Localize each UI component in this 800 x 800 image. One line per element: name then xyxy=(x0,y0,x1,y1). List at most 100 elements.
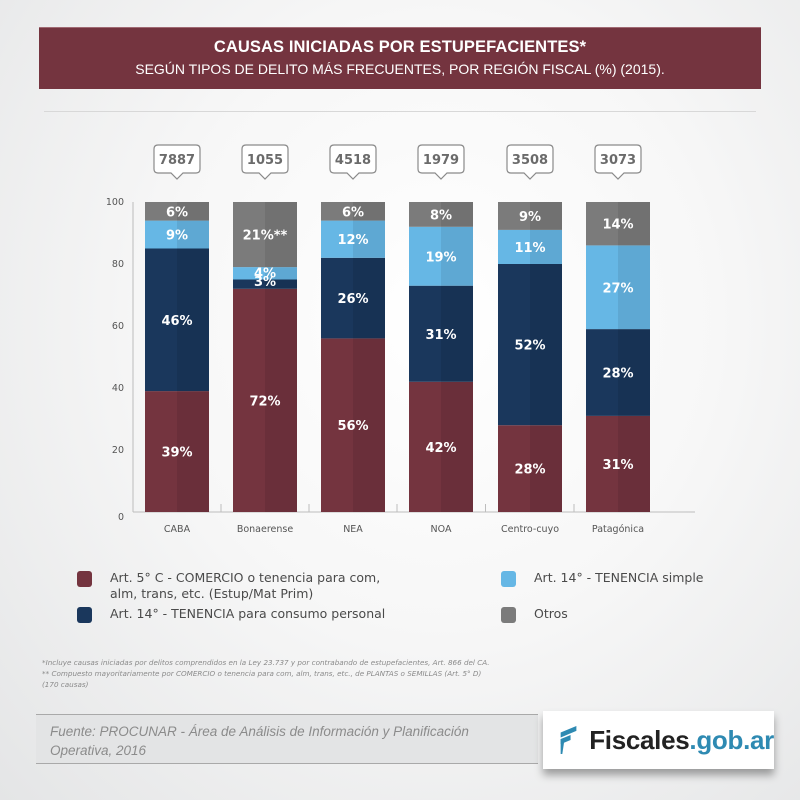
data-label-comercio: 42% xyxy=(425,441,456,456)
data-label-comercio: 72% xyxy=(249,394,280,409)
bar-segment-comercio xyxy=(409,381,473,512)
source-box: Fuente: PROCUNAR - Área de Análisis de I… xyxy=(36,714,538,764)
bar-segment-shade xyxy=(353,202,385,221)
bar-segment-comercio xyxy=(498,425,562,512)
legend-item-simple: Art. 14° - TENENCIA simple xyxy=(501,570,703,587)
data-label-comercio: 39% xyxy=(161,446,192,461)
fiscales-logo[interactable]: Fiscales .gob.ar xyxy=(543,711,774,769)
total-count-label: 4518 xyxy=(335,153,371,168)
bar-segment-consumo xyxy=(233,279,297,289)
y-tick-label: 40 xyxy=(112,383,124,394)
bar-stack: 56% 26% 12% 6% xyxy=(321,202,385,512)
bar-segment-consumo xyxy=(586,329,650,416)
bar-segment-shade xyxy=(177,391,209,512)
bar-segment-shade xyxy=(177,248,209,392)
bar-stack: 39% 46% 9% 6% xyxy=(145,202,209,512)
bar-segment-shade xyxy=(353,257,385,339)
chart-subtitle: SEGÚN TIPOS DE DELITO MÁS FRECUENTES, PO… xyxy=(135,61,665,77)
y-tick-label: 20 xyxy=(112,445,124,456)
x-category-label: NEA xyxy=(343,524,363,535)
bars: 39% 46% 9% 6% 72% 3%4% 21%** 56% 26% 12% 6% 42% 31% 1… xyxy=(145,202,650,512)
bar-segment-comercio xyxy=(321,338,385,512)
bubble-shape xyxy=(329,144,377,180)
data-label-simple: 9% xyxy=(166,229,188,244)
x-category-label: Bonaerense xyxy=(237,524,294,535)
bar-segment-shade xyxy=(353,338,385,512)
footnote-2: ** Compuesto mayoritariamente por COMERC… xyxy=(42,669,482,678)
data-label-comercio: 31% xyxy=(602,458,633,473)
bar-segment-shade xyxy=(177,202,209,221)
bar-segment-shade xyxy=(530,229,562,264)
bar-segment-shade xyxy=(618,245,650,330)
bar-segment-simple xyxy=(321,220,385,258)
data-label-comercio: 28% xyxy=(514,463,545,478)
total-bubble: 1979 xyxy=(417,144,465,180)
total-count-label: 7887 xyxy=(159,153,195,168)
bar-segment-shade xyxy=(618,415,650,512)
divider xyxy=(44,111,756,112)
data-label-otros: 21%** xyxy=(243,229,288,244)
total-bubble: 3508 xyxy=(506,144,554,180)
logo-word-fiscales: Fiscales xyxy=(589,724,690,755)
bar-segment-shade xyxy=(618,329,650,416)
legend-swatch-simple xyxy=(501,571,516,587)
bar-segment-shade xyxy=(353,220,385,258)
data-label-simple: 11% xyxy=(514,241,545,256)
legend-item-otros: Otros xyxy=(501,606,568,623)
bar-segment-consumo xyxy=(409,285,473,382)
x-category-label: CABA xyxy=(164,524,191,535)
legend-label-comercio-line1: Art. 5° C - COMERCIO o tenencia para com… xyxy=(110,570,381,585)
data-label-consumo: 3% xyxy=(254,275,276,290)
legend-item-comercio: Art. 5° C - COMERCIO o tenencia para com… xyxy=(77,570,380,602)
data-label-simple: 12% xyxy=(337,233,368,248)
legend-label-comercio-line2: alm, trans, etc. (Estup/Mat Prim) xyxy=(110,586,314,601)
source-line-1: Fuente: PROCUNAR - Área de Análisis de I… xyxy=(50,724,469,739)
bar-segment-shade xyxy=(265,202,297,268)
data-label-otros: 14% xyxy=(602,218,633,233)
logo-word-gobar: .gob.ar xyxy=(689,724,774,755)
fiscales-logo-icon xyxy=(560,725,577,755)
footnote-1: *Incluye causas iniciadas por delitos co… xyxy=(42,658,490,667)
bubble-shape xyxy=(506,144,554,180)
bar-segment-comercio xyxy=(145,391,209,512)
bar-segment-otros xyxy=(145,202,209,221)
bar-segment-shade xyxy=(530,264,562,426)
bar-stack: 28% 52% 11% 9% xyxy=(498,202,562,512)
total-bubble: 1055 xyxy=(241,144,289,180)
bar-segment-consumo xyxy=(321,257,385,339)
bar-segment-shade xyxy=(265,267,297,280)
bar-segment-otros xyxy=(321,202,385,221)
legend-swatch-comercio xyxy=(77,571,92,587)
bubble-shape xyxy=(153,144,201,180)
bar-segment-simple xyxy=(409,226,473,286)
bar-segment-shade xyxy=(177,220,209,249)
chart-title: CAUSAS INICIADAS POR ESTUPEFACIENTES* xyxy=(213,38,587,56)
y-tick-label: 80 xyxy=(112,259,124,270)
bar-segment-shade xyxy=(441,202,473,227)
bar-stack: 31% 28% 27% 14% xyxy=(586,202,650,512)
legend-label-otros: Otros xyxy=(534,606,568,621)
x-category-label: Patagónica xyxy=(592,524,644,535)
total-count-label: 1055 xyxy=(247,153,283,168)
legend-label-comercio: Art. 5° C - COMERCIO o tenencia para com… xyxy=(110,570,380,602)
bar-segment-comercio xyxy=(233,288,297,512)
data-label-otros: 6% xyxy=(166,205,188,220)
x-category-label: Centro-cuyo xyxy=(501,524,559,535)
bar-segment-otros xyxy=(233,202,297,268)
y-tick-label: 100 xyxy=(106,197,124,208)
bar-segment-shade xyxy=(530,202,562,230)
legend-swatch-consumo xyxy=(77,607,92,623)
bar-segment-shade xyxy=(618,202,650,246)
data-label-simple: 27% xyxy=(602,281,633,296)
data-label-consumo: 52% xyxy=(514,339,545,354)
total-bubbles: 7887 1055 4518 1979 3508 3073 xyxy=(153,144,642,180)
total-bubble: 3073 xyxy=(594,144,642,180)
bubble-shape xyxy=(594,144,642,180)
header-banner: CAUSAS INICIADAS POR ESTUPEFACIENTES* SE… xyxy=(39,27,761,89)
data-label-otros: 6% xyxy=(342,205,364,220)
bar-segment-comercio xyxy=(586,415,650,512)
legend-swatch-otros xyxy=(501,607,516,623)
bar-segment-otros xyxy=(586,202,650,246)
bar-segment-simple xyxy=(233,267,297,280)
bar-segment-simple xyxy=(586,245,650,330)
